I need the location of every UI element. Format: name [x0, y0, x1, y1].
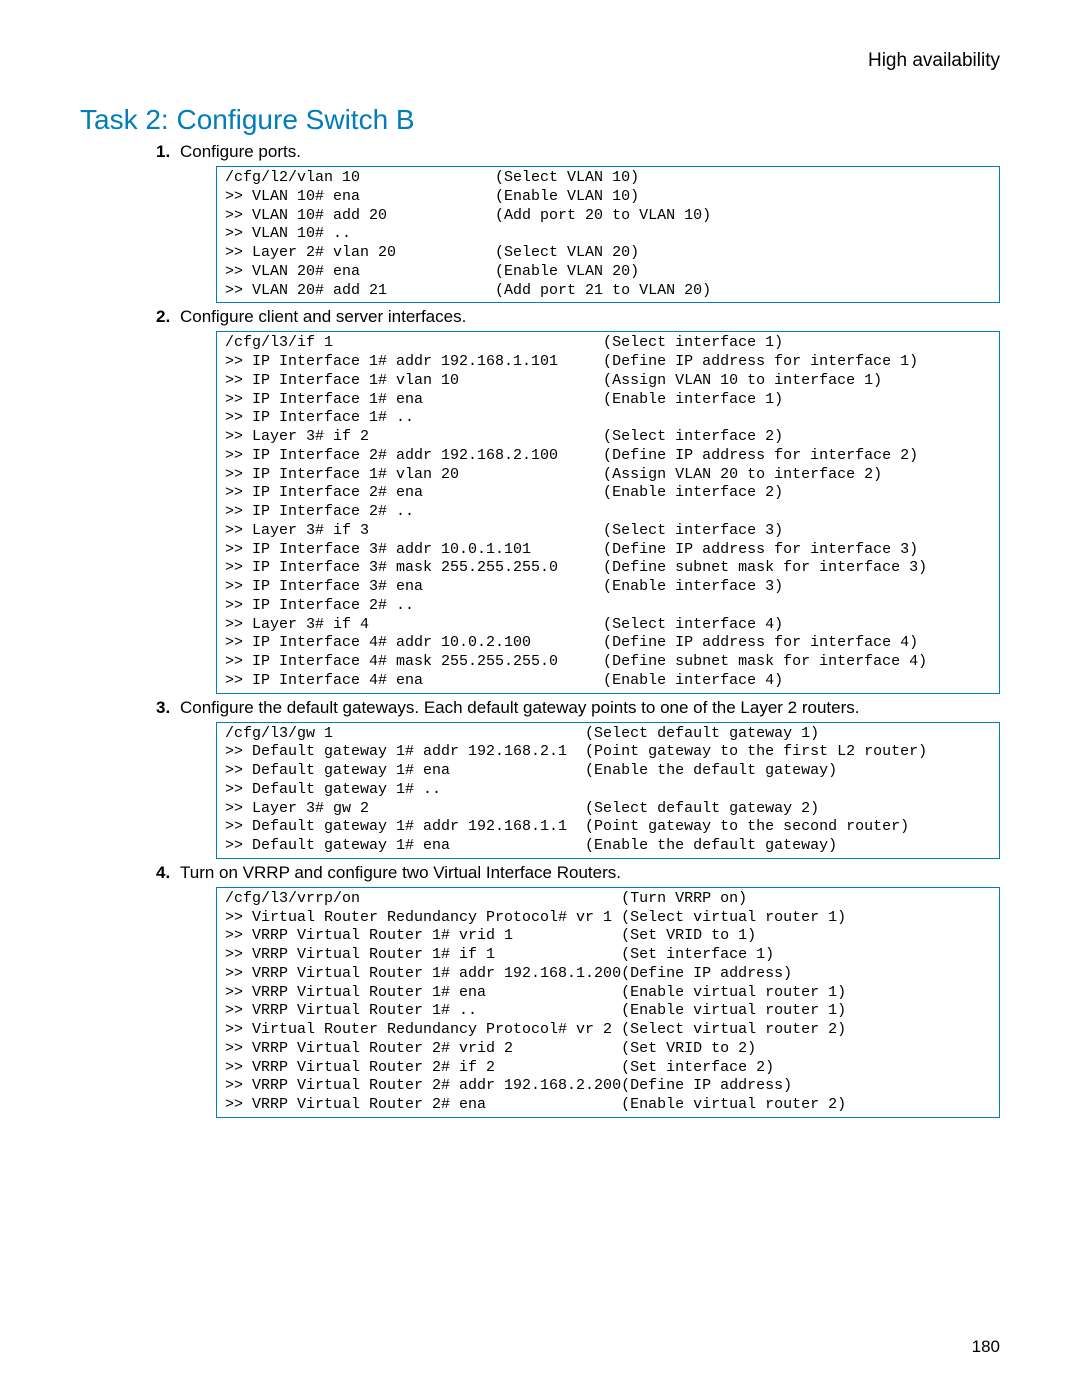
step: 1.Configure ports. /cfg/l2/vlan 10 (Sele… — [156, 142, 1000, 303]
step-number: 3. — [156, 698, 180, 718]
step-number: 4. — [156, 863, 180, 883]
step-text: Configure ports. — [180, 142, 301, 161]
step-text: Turn on VRRP and configure two Virtual I… — [180, 863, 621, 882]
step: 4.Turn on VRRP and configure two Virtual… — [156, 863, 1000, 1118]
step-number: 2. — [156, 307, 180, 327]
code-block: /cfg/l3/if 1 (Select interface 1) >> IP … — [216, 331, 1000, 693]
step-head: 4.Turn on VRRP and configure two Virtual… — [156, 863, 1000, 883]
page-number: 180 — [972, 1337, 1000, 1357]
step-head: 2.Configure client and server interfaces… — [156, 307, 1000, 327]
code-block: /cfg/l3/gw 1 (Select default gateway 1) … — [216, 722, 1000, 859]
step-text: Configure the default gateways. Each def… — [180, 698, 860, 717]
step-text: Configure client and server interfaces. — [180, 307, 466, 326]
step-number: 1. — [156, 142, 180, 162]
steps-list: 1.Configure ports. /cfg/l2/vlan 10 (Sele… — [156, 142, 1000, 1118]
code-block: /cfg/l3/vrrp/on (Turn VRRP on) >> Virtua… — [216, 887, 1000, 1118]
running-head: High availability — [80, 50, 1000, 72]
code-block: /cfg/l2/vlan 10 (Select VLAN 10) >> VLAN… — [216, 166, 1000, 303]
step: 3.Configure the default gateways. Each d… — [156, 698, 1000, 859]
step-head: 1.Configure ports. — [156, 142, 1000, 162]
page-title: Task 2: Configure Switch B — [80, 104, 1000, 136]
step: 2.Configure client and server interfaces… — [156, 307, 1000, 693]
step-head: 3.Configure the default gateways. Each d… — [156, 698, 1000, 718]
page: High availability Task 2: Configure Swit… — [0, 0, 1080, 1397]
